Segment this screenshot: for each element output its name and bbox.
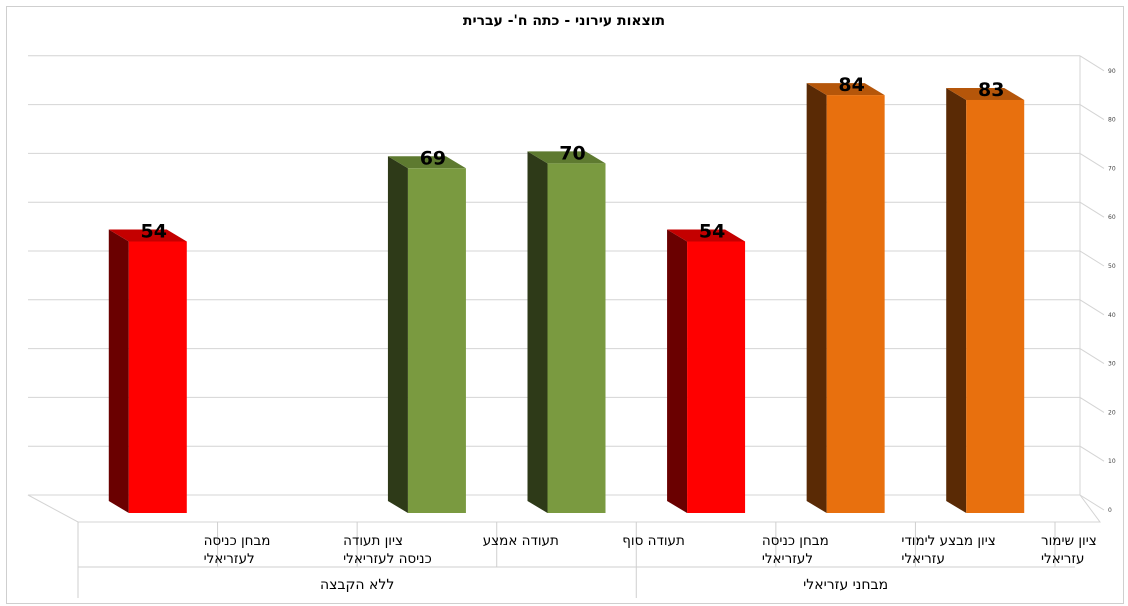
bar-front (966, 99, 1025, 514)
bar-top (108, 229, 187, 242)
x-tick-label: מבחן כניסה (762, 533, 829, 549)
x-tick-label: עזריאלי (1041, 551, 1084, 567)
gridline-side (1079, 445, 1105, 462)
bar-side (946, 87, 967, 514)
bar: 83 (946, 79, 1025, 514)
x-tick-label: כניסה לעזריאלי (343, 551, 432, 567)
gridline-side (1079, 494, 1105, 511)
x-tick-label: תעודה סוף (622, 533, 685, 549)
y-tick-label: 90 (1108, 68, 1116, 75)
x-tick-label: מבחן כניסה (204, 533, 271, 549)
bar-front (826, 95, 885, 513)
gridline-side (1079, 396, 1105, 413)
y-tick-label: 0 (1108, 507, 1112, 514)
data-label: 84 (838, 74, 864, 96)
bar-top (667, 229, 746, 242)
bar-side (806, 83, 827, 513)
y-tick-label: 60 (1108, 214, 1116, 221)
bar: 84 (806, 74, 885, 513)
x-tick-label: לעזריאלי (762, 551, 813, 567)
gridline-side (1079, 152, 1105, 169)
bar-top (527, 151, 606, 164)
y-axis: 0 10 20 30 40 50 60 70 80 90 (1108, 68, 1116, 514)
bar-front (687, 241, 746, 514)
bar-side (527, 151, 548, 513)
bar-side (667, 229, 688, 514)
bar-front (128, 241, 187, 514)
bar-side (387, 156, 408, 513)
x-tick-label: עזריאלי (901, 551, 944, 567)
bars: 83 84 54 70 69 54 (108, 74, 1025, 514)
bar: 69 (387, 147, 466, 513)
gridline-side (1079, 55, 1105, 72)
bar: 70 (527, 142, 606, 513)
bar-top (806, 83, 885, 96)
x-tick-label: תעודה אמצע (483, 533, 559, 549)
data-label: 70 (559, 142, 585, 164)
bar-front (407, 168, 466, 513)
group-label: מבחני עזריאלי (803, 577, 888, 593)
y-tick-label: 40 (1108, 312, 1116, 319)
data-label: 54 (141, 220, 167, 242)
gridline-side (1079, 348, 1105, 365)
bar-side (108, 229, 129, 514)
y-tick-label: 80 (1108, 117, 1116, 124)
bar: 54 (667, 220, 746, 514)
bar: 54 (108, 220, 187, 514)
group-label: ללא הקבצה (320, 577, 394, 593)
bar-top (946, 87, 1025, 100)
data-label: 69 (420, 147, 446, 169)
x-axis-labels: ציון שימור עזריאלי ציון מבצע לימודי עזריאלי… (77, 522, 1097, 598)
data-label: 83 (978, 79, 1004, 101)
bar-top (387, 156, 466, 169)
y-tick-label: 30 (1108, 361, 1116, 368)
bar-front (547, 163, 606, 513)
chart-title: תוצאות עירוני - כתה ח'- עברית (463, 13, 665, 29)
gridline-side (1079, 104, 1105, 121)
gridline-side (1079, 299, 1105, 316)
x-tick-label: לעזריאלי (204, 551, 255, 567)
data-label: 54 (699, 220, 725, 242)
y-tick-label: 10 (1108, 458, 1116, 465)
y-tick-label: 70 (1108, 165, 1116, 172)
gridline-side (1079, 201, 1105, 218)
x-tick-label: ציון מבצע לימודי (901, 533, 995, 549)
y-tick-label: 50 (1108, 263, 1116, 270)
x-tick-label: ציון שימור (1041, 533, 1097, 549)
y-tick-label: 20 (1108, 409, 1116, 416)
x-tick-label: ציון תעודה (343, 533, 403, 549)
gridline-side (1079, 250, 1105, 267)
